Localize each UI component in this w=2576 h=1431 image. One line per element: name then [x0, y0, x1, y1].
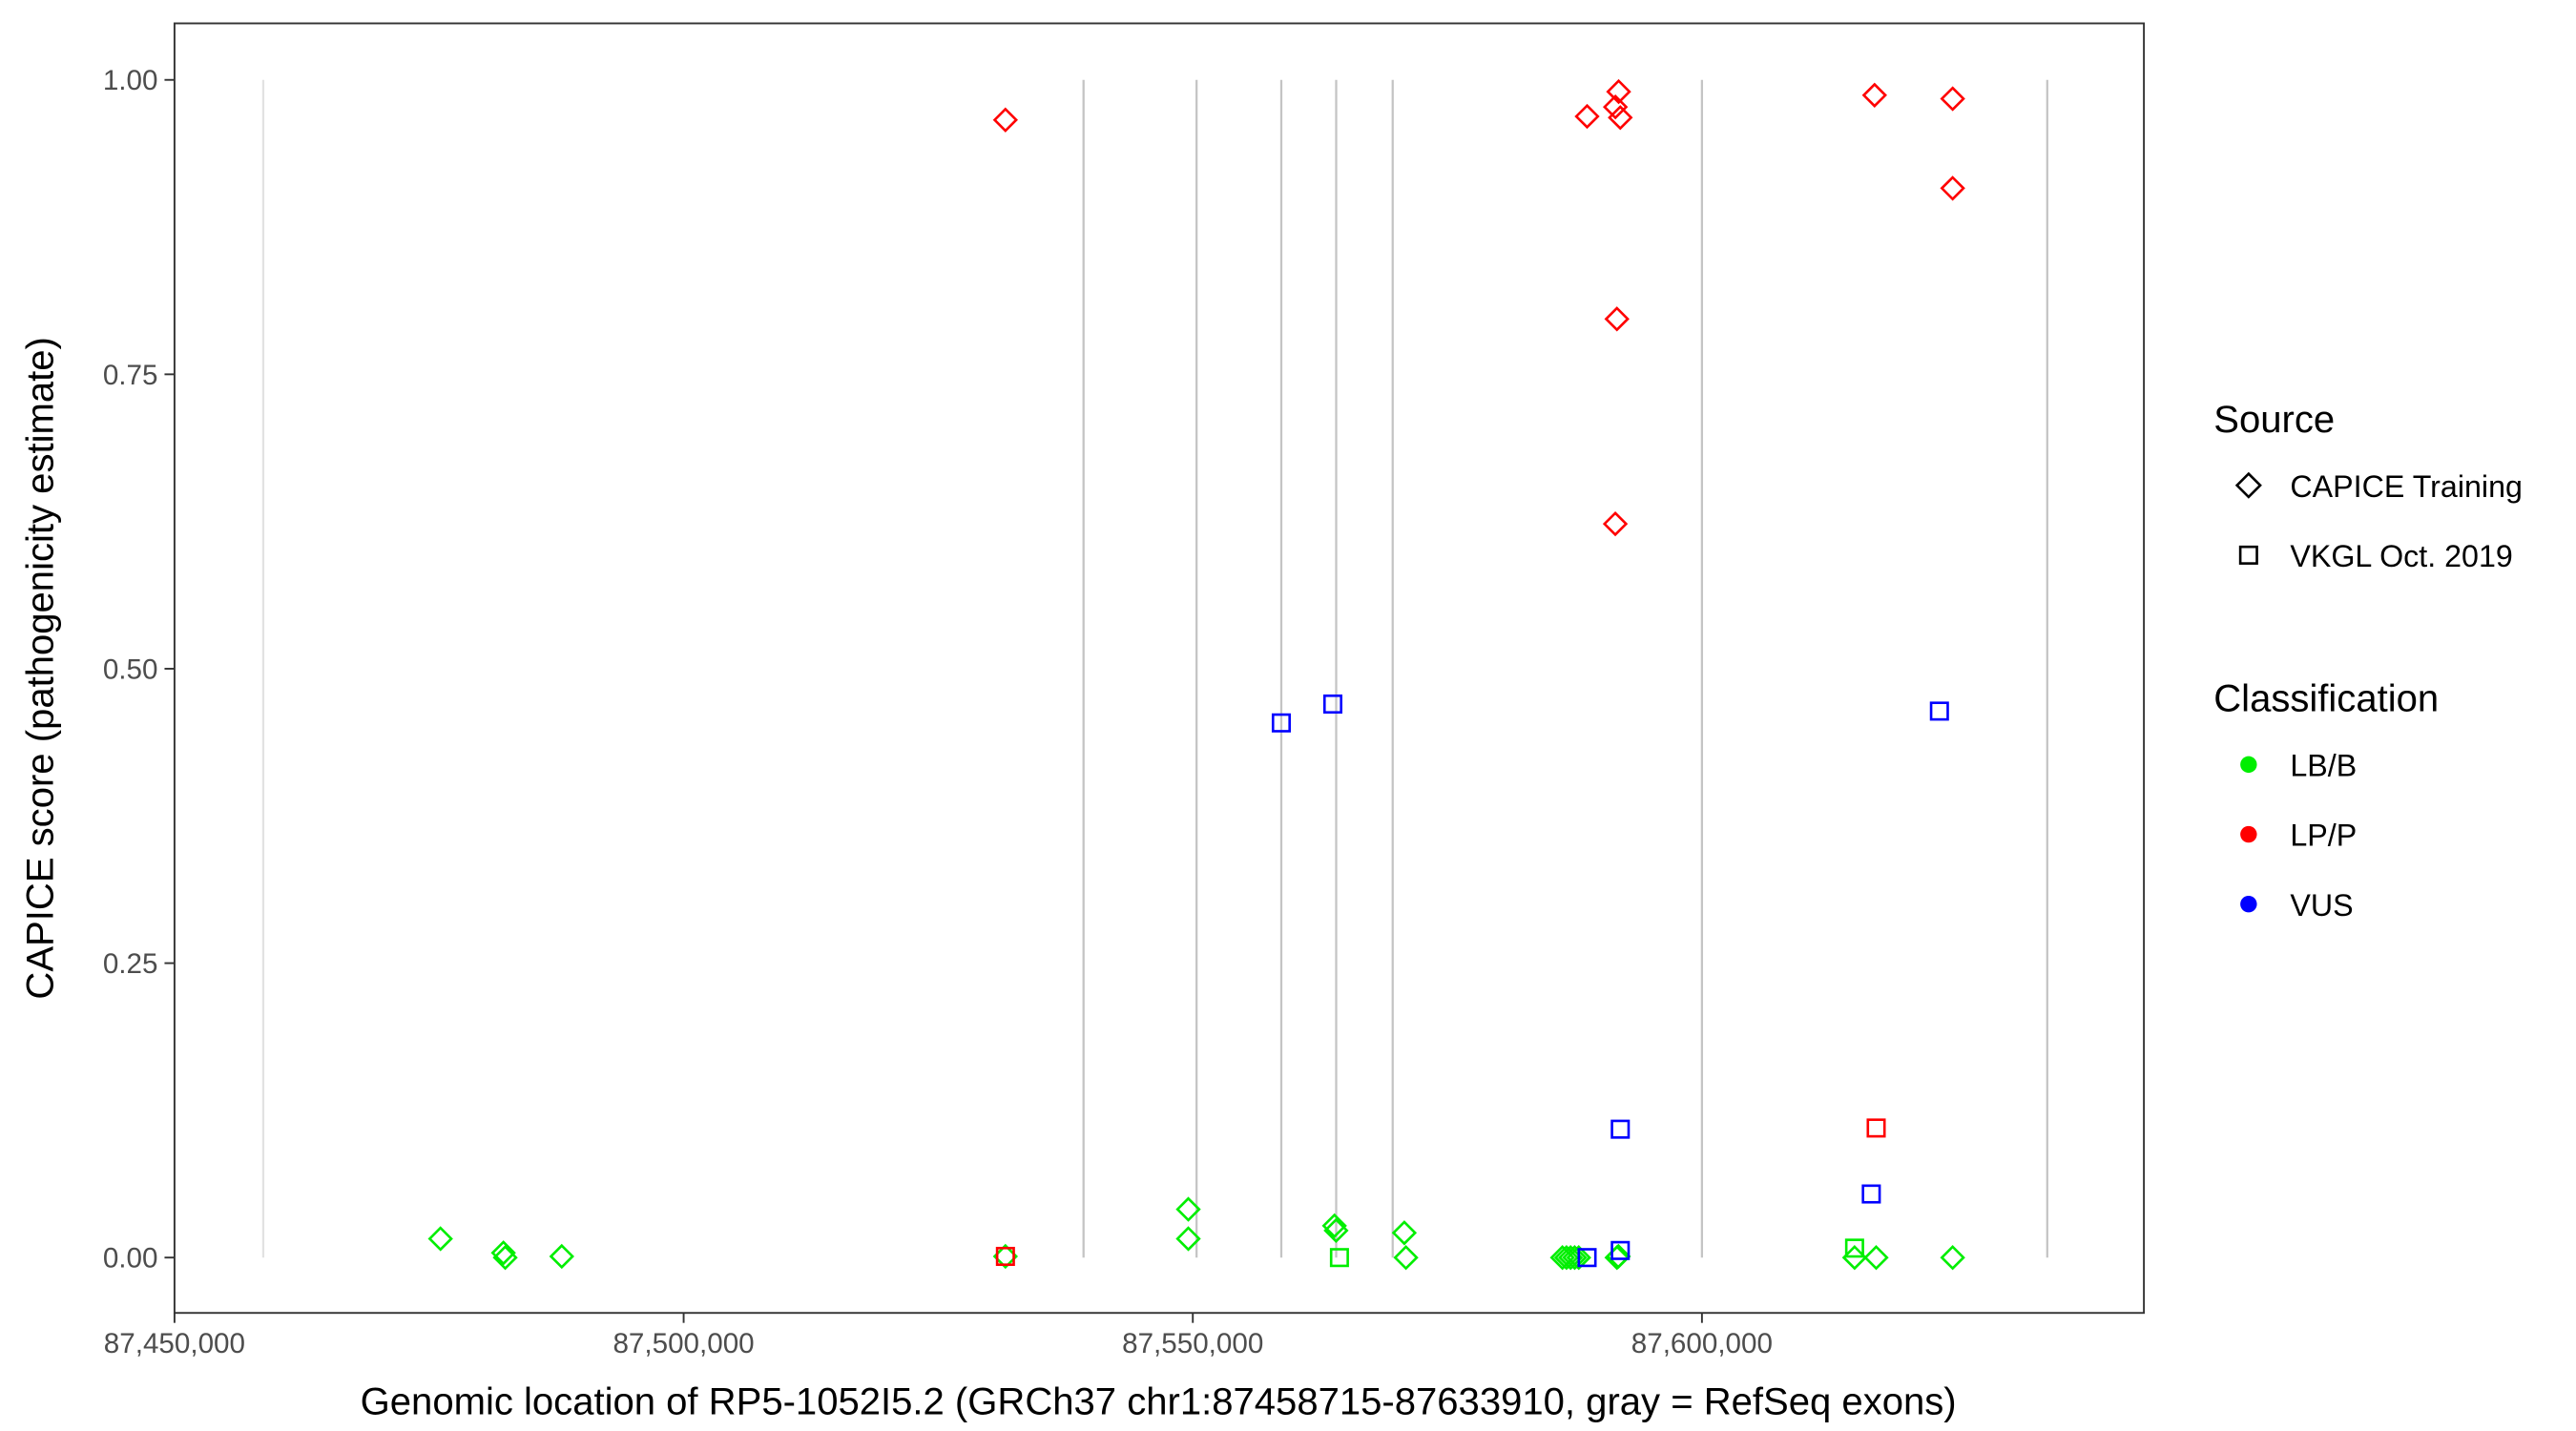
x-tick-label: 87,450,000 — [104, 1328, 245, 1359]
y-tick-label: 0.00 — [103, 1243, 158, 1275]
data-point-diamond — [1602, 510, 1629, 537]
data-point-diamond — [992, 107, 1019, 133]
data-point-diamond — [1393, 1245, 1419, 1271]
plot-panel — [173, 22, 2146, 1315]
data-point-square — [1866, 1118, 1886, 1138]
data-point-square — [1610, 1240, 1631, 1260]
legend: Source CAPICE Training VKGL Oct. 2019 Cl… — [2213, 399, 2523, 923]
data-point-diamond — [1553, 1245, 1580, 1271]
data-point-diamond — [427, 1226, 453, 1252]
legend-diamond-icon — [2234, 471, 2262, 499]
y-tick-label: 1.00 — [103, 65, 158, 96]
data-point-diamond — [1940, 86, 1965, 112]
data-point-diamond — [1175, 1226, 1201, 1252]
data-point-diamond — [1175, 1196, 1201, 1222]
x-axis: 87,450,000 87,500,000 87,550,000 87,600,000 — [104, 1313, 1773, 1359]
data-point-diamond — [1940, 176, 1965, 201]
data-point-diamond — [549, 1243, 574, 1270]
data-point-square — [1861, 1184, 1881, 1204]
legend-source-vkgl: VKGL Oct. 2019 — [2290, 539, 2512, 573]
data-point-diamond — [1321, 1213, 1347, 1239]
data-point-square — [1322, 694, 1342, 715]
legend-vus-dot — [2240, 896, 2257, 913]
y-axis: 0.00 0.25 0.50 0.75 1.00 — [103, 65, 175, 1275]
y-tick-label: 0.50 — [103, 653, 158, 685]
x-axis-label: Genomic location of RP5-1052I5.2 (GRCh37… — [361, 1380, 1957, 1422]
data-point-square — [1271, 713, 1291, 733]
y-axis-label: CAPICE score (pathogenicity estimate) — [20, 337, 62, 999]
x-tick-label: 87,550,000 — [1122, 1328, 1263, 1359]
legend-source-capice: CAPICE Training — [2290, 469, 2523, 504]
x-tick-label: 87,500,000 — [613, 1328, 754, 1359]
legend-class-lbb: LB/B — [2290, 749, 2357, 783]
y-tick-label: 0.25 — [103, 948, 158, 980]
data-point-diamond — [1940, 1245, 1965, 1271]
data-point-diamond — [1562, 1245, 1588, 1271]
legend-lbb-dot — [2240, 756, 2257, 774]
data-point-diamond — [1602, 93, 1629, 120]
x-tick-label: 87,600,000 — [1631, 1328, 1773, 1359]
data-point-diamond — [490, 1240, 516, 1266]
data-point-diamond — [492, 1245, 518, 1271]
legend-square-icon — [2238, 545, 2258, 565]
data-points — [427, 78, 1965, 1271]
exon-lines — [261, 79, 2048, 1258]
data-point-square — [1577, 1248, 1597, 1268]
data-point-square — [1844, 1238, 1864, 1258]
data-point-diamond — [1574, 103, 1600, 130]
legend-source-title: Source — [2213, 399, 2335, 441]
legend-lpp-dot — [2240, 825, 2257, 843]
legend-class-lpp: LP/P — [2290, 819, 2357, 853]
data-point-square — [1929, 701, 1949, 721]
data-point-diamond — [1608, 105, 1633, 131]
data-point-diamond — [1863, 1245, 1889, 1271]
data-point-square — [1610, 1119, 1631, 1139]
data-point-square — [995, 1246, 1015, 1266]
legend-class-title: Classification — [2213, 678, 2439, 720]
data-point-diamond — [1604, 306, 1630, 332]
data-point-diamond — [1391, 1220, 1418, 1246]
data-point-diamond — [1606, 78, 1631, 105]
data-point-square — [1329, 1248, 1349, 1268]
legend-class-vus: VUS — [2290, 888, 2353, 923]
data-point-diamond — [1549, 1245, 1575, 1271]
data-point-diamond — [1861, 82, 1887, 108]
data-point-diamond — [1566, 1245, 1591, 1271]
data-point-diamond — [1323, 1217, 1349, 1243]
y-tick-label: 0.75 — [103, 360, 158, 391]
